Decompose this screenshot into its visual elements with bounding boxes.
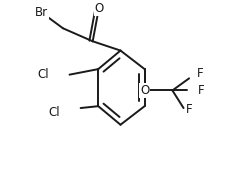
Text: O: O (140, 84, 149, 97)
Text: Br: Br (35, 6, 48, 19)
Text: F: F (196, 67, 203, 80)
Text: O: O (94, 2, 104, 15)
Text: F: F (198, 84, 205, 97)
Text: F: F (186, 103, 193, 116)
Text: Cl: Cl (49, 106, 60, 119)
Text: Cl: Cl (38, 68, 49, 81)
